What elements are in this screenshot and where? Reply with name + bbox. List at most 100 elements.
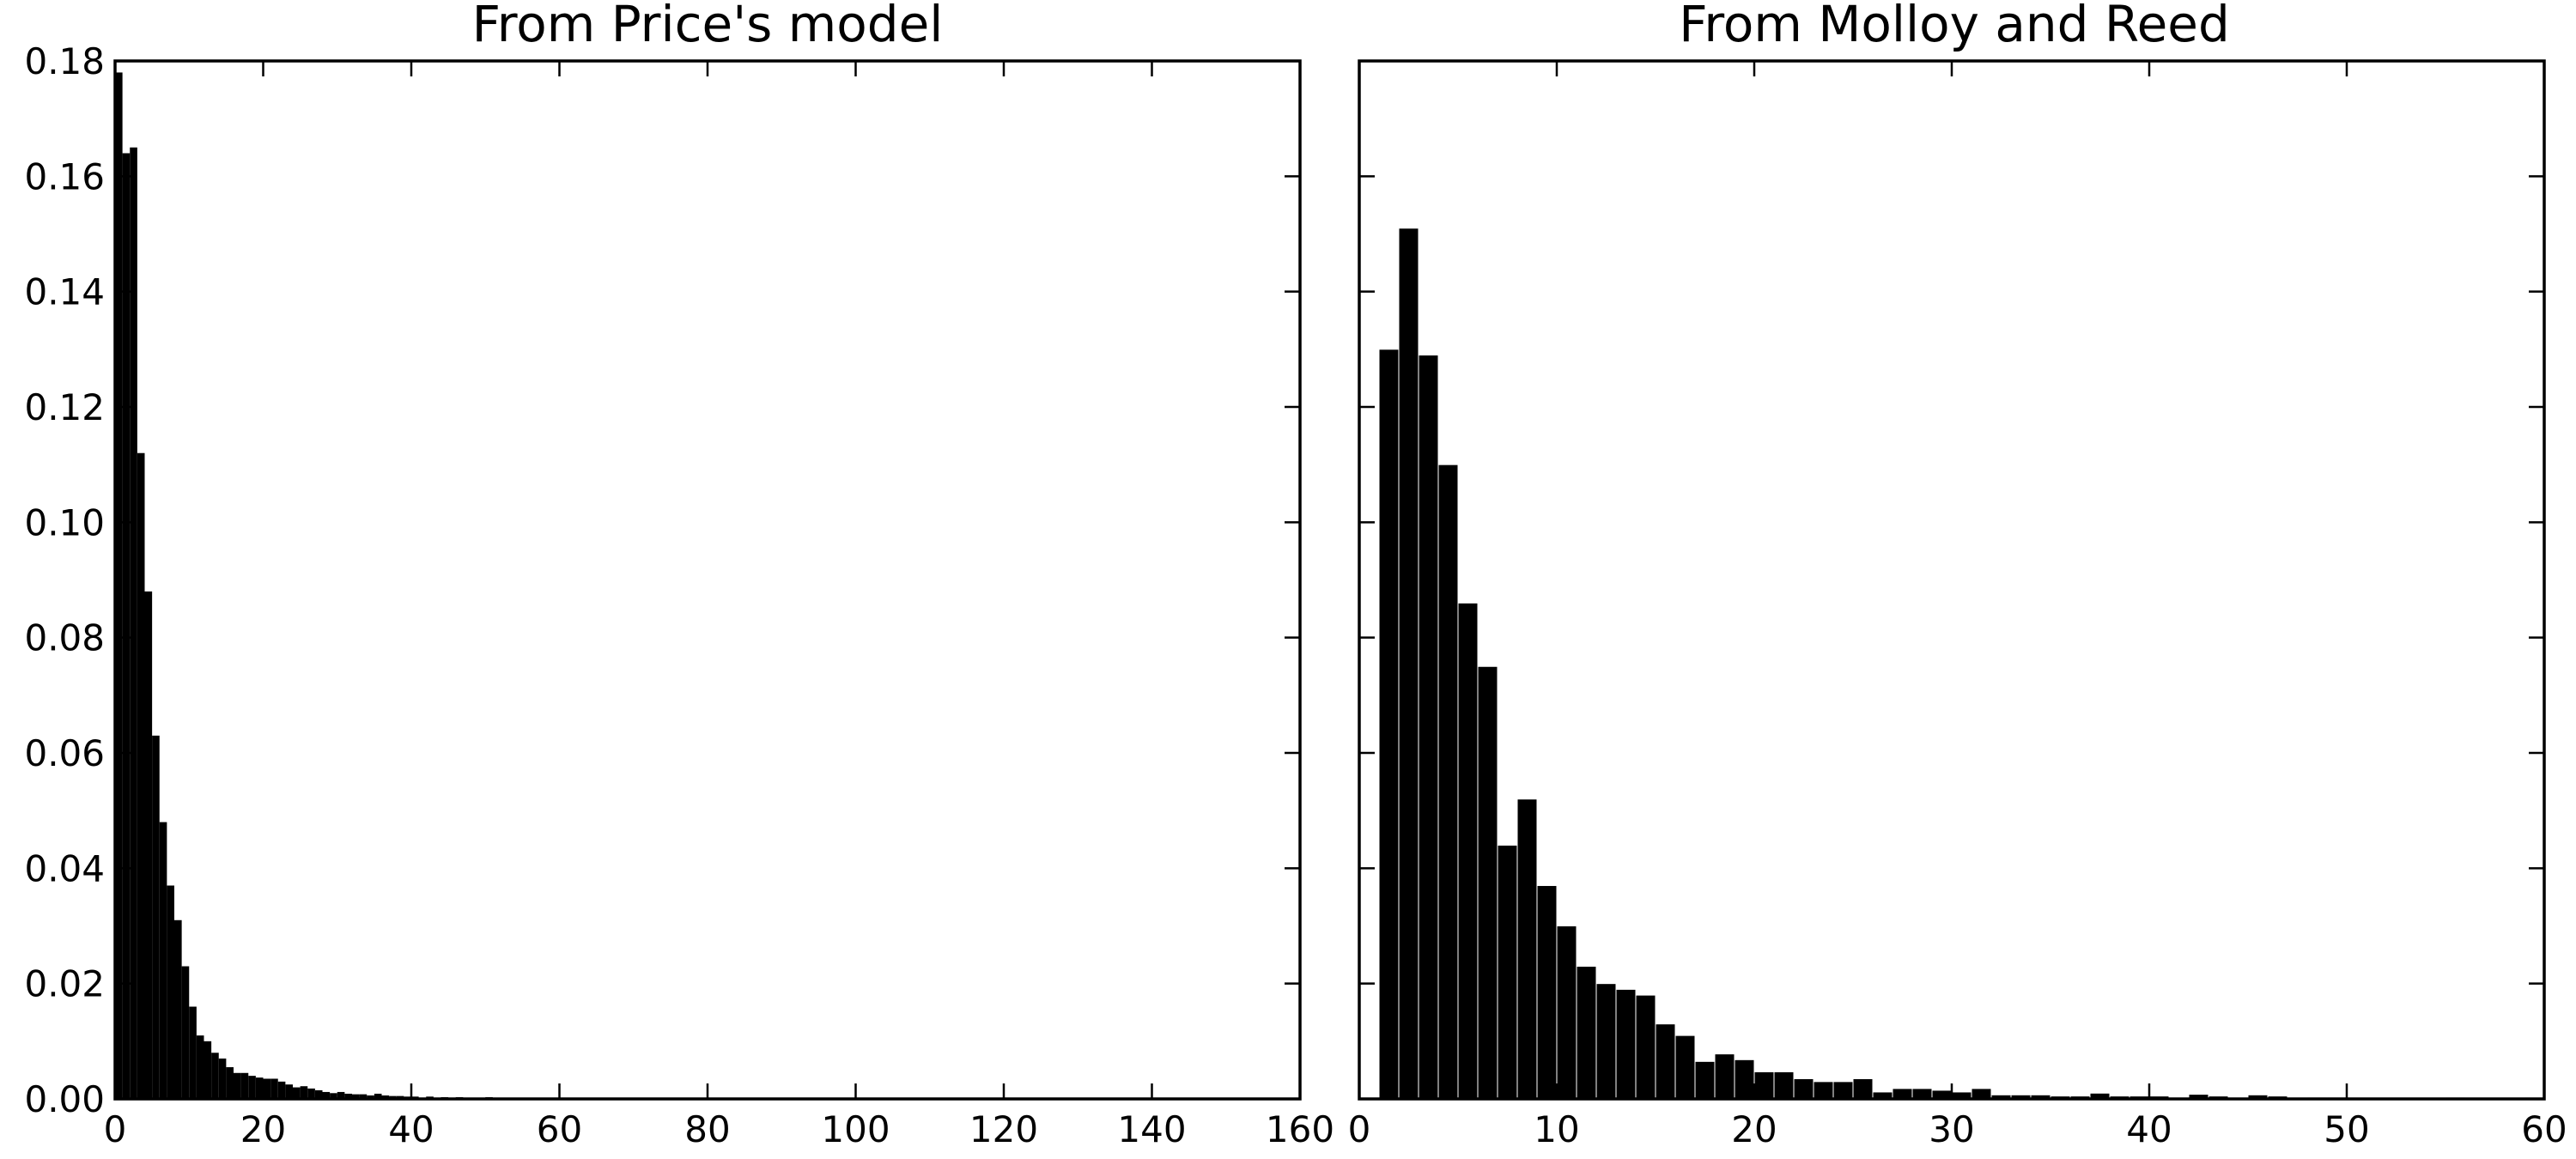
histogram-bar xyxy=(293,1087,301,1099)
histogram-bar xyxy=(1516,798,1538,1100)
histogram-bar xyxy=(1615,988,1637,1100)
y-tick-label: 0.16 xyxy=(24,155,105,197)
y-tick-label: 0.00 xyxy=(24,1078,105,1120)
bars-group xyxy=(115,72,1182,1099)
x-tick-label: 0 xyxy=(1348,1108,1371,1150)
y-tick-label: 0.06 xyxy=(24,732,105,774)
histogram-bar xyxy=(1457,602,1479,1100)
histogram-bar xyxy=(167,885,174,1099)
histogram-bar xyxy=(322,1091,331,1099)
x-tick-label: 140 xyxy=(1117,1108,1186,1150)
histogram-bar xyxy=(137,452,145,1099)
histogram-bar xyxy=(1635,994,1656,1100)
histogram-bar xyxy=(300,1086,308,1099)
y-tick-label: 0.14 xyxy=(24,271,105,313)
histogram-bar xyxy=(1497,844,1518,1100)
x-tick-label: 60 xyxy=(537,1108,582,1150)
histogram-bar xyxy=(1536,884,1558,1100)
histogram-bar xyxy=(1378,349,1400,1100)
histogram-bar xyxy=(1793,1077,1814,1100)
histogram-bar xyxy=(189,1006,197,1099)
x-tick-label: 30 xyxy=(1929,1108,1974,1150)
histogram-bar xyxy=(1892,1088,1913,1100)
histogram-bar xyxy=(1813,1081,1834,1100)
axes-frame xyxy=(113,59,1302,1101)
x-tick-label: 40 xyxy=(2126,1108,2172,1150)
histogram-bar xyxy=(204,1041,212,1099)
y-tick-label: 0.18 xyxy=(24,40,105,82)
histogram-bar xyxy=(307,1088,315,1099)
x-tick-label: 10 xyxy=(1534,1108,1579,1150)
x-tick-label: 120 xyxy=(969,1108,1038,1150)
histogram-bar xyxy=(196,1035,204,1099)
histogram-bar xyxy=(337,1091,345,1099)
histogram-bar xyxy=(240,1072,249,1099)
histogram-bar xyxy=(1694,1060,1716,1100)
histogram-bar xyxy=(1477,665,1498,1100)
histogram-bar xyxy=(381,1095,390,1099)
histogram-bar xyxy=(1576,966,1597,1100)
histogram-bar xyxy=(1753,1071,1775,1100)
histogram-bar xyxy=(263,1078,271,1099)
histogram-bar xyxy=(1852,1077,1874,1100)
histogram-bar xyxy=(218,1058,227,1099)
histogram-bar xyxy=(367,1095,374,1099)
x-tick-label: 60 xyxy=(2521,1108,2567,1150)
chart-title: From Molloy and Reed xyxy=(1679,0,2230,53)
y-tick-labels: 0.00 0.02 0.04 0.06 0.08 0.10 0.12 0.14 0.16 0.18 xyxy=(24,40,105,1120)
histogram-bar xyxy=(226,1067,234,1099)
x-tick-labels: 0 10 20 30 40 50 60 xyxy=(1348,1108,2567,1150)
x-tick-label: 20 xyxy=(240,1108,286,1150)
axes-frame xyxy=(1358,59,2546,1101)
histogram-bar xyxy=(1773,1071,1795,1100)
histogram-bar xyxy=(248,1076,256,1099)
histogram-bar xyxy=(234,1072,241,1099)
x-tick-label: 100 xyxy=(821,1108,890,1150)
histogram-bar xyxy=(285,1084,293,1099)
histogram-bar xyxy=(181,966,190,1099)
y-tick-label: 0.12 xyxy=(24,386,105,428)
histogram-bar xyxy=(130,147,137,1099)
histogram-bar xyxy=(1714,1053,1735,1100)
histogram-bar xyxy=(270,1078,278,1099)
histogram-bar xyxy=(277,1081,286,1099)
histogram-bar xyxy=(1556,925,1577,1100)
histogram-bar xyxy=(174,919,182,1099)
histogram-bar xyxy=(1971,1088,1992,1100)
x-tick-label: 40 xyxy=(388,1108,434,1150)
histogram-bar xyxy=(1595,983,1617,1100)
histogram-bar xyxy=(1437,464,1459,1100)
panel-price-model: From Price's model 0.000.020.040.060.080… xyxy=(24,0,1334,1150)
histogram-bar xyxy=(122,153,131,1099)
histogram-bar xyxy=(211,1053,219,1099)
histogram-bar xyxy=(152,735,160,1099)
histogram-bar xyxy=(159,822,167,1099)
x-tick-label: 20 xyxy=(1731,1108,1777,1150)
histogram-bar xyxy=(255,1077,264,1099)
histogram-bar xyxy=(330,1093,337,1099)
histogram-bar xyxy=(115,72,123,1099)
chart-title: From Price's model xyxy=(472,0,944,53)
histogram-bar xyxy=(1832,1081,1854,1100)
histogram-bar xyxy=(1911,1088,1933,1100)
histogram-bar xyxy=(344,1093,352,1099)
histogram-bar xyxy=(359,1094,368,1099)
histogram-bar xyxy=(1418,355,1439,1100)
x-tick-label: 50 xyxy=(2324,1108,2369,1150)
histogram-bar xyxy=(1674,1035,1696,1100)
y-tick-label: 0.02 xyxy=(24,963,105,1005)
histogram-bar xyxy=(1734,1059,1755,1100)
y-tick-label: 0.04 xyxy=(24,847,105,889)
y-tick-label: 0.08 xyxy=(24,617,105,659)
histogram-bar xyxy=(144,591,153,1099)
x-tick-label: 80 xyxy=(684,1108,730,1150)
x-tick-label: 160 xyxy=(1266,1108,1334,1150)
histogram-bar xyxy=(1655,1023,1676,1100)
histogram-bar xyxy=(374,1093,382,1099)
y-tick-label: 0.10 xyxy=(24,501,105,543)
panel-molloy-reed: From Molloy and Reed 0 10 20 30 40 50 60 xyxy=(1348,0,2567,1150)
histogram-bar xyxy=(314,1089,323,1099)
histogram-bar xyxy=(1398,228,1419,1100)
